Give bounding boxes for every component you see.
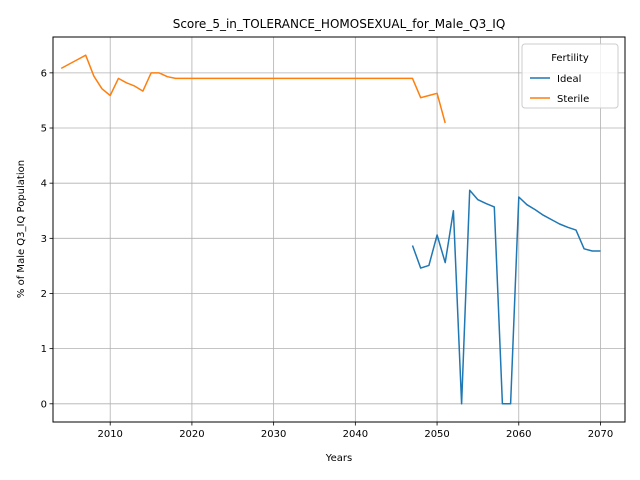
series-lines	[60, 54, 601, 405]
x-axis-label: Years	[325, 453, 352, 464]
y-tick-label: 1	[41, 344, 47, 355]
x-tick-label: 2060	[506, 429, 531, 440]
y-tick-label: 2	[41, 289, 47, 300]
x-tick-label: 2010	[97, 429, 122, 440]
chart-title: Score_5_in_TOLERANCE_HOMOSEXUAL_for_Male…	[173, 17, 506, 31]
axis-ticks: 2010 2020 2030 2040 2050 2060 2070 0 1 2 3 4 5 6	[41, 68, 614, 440]
y-tick-label: 6	[41, 68, 47, 79]
legend-label-sterile: Sterile	[557, 94, 589, 105]
plot-frame	[52, 36, 626, 423]
x-tick-label: 2030	[261, 429, 286, 440]
y-tick-label: 5	[41, 124, 47, 135]
grid	[53, 37, 625, 422]
series-line-ideal	[411, 189, 601, 405]
y-tick-label: 4	[41, 179, 47, 190]
legend-title: Fertility	[551, 53, 589, 64]
x-tick-label: 2040	[343, 429, 368, 440]
y-tick-label: 3	[41, 234, 47, 245]
x-tick-label: 2020	[179, 429, 204, 440]
legend-box	[521, 43, 619, 109]
y-axis-label: % of Male Q3_IQ Population	[16, 160, 27, 298]
legend: Fertility Ideal Sterile	[521, 43, 619, 109]
y-tick-label: 0	[41, 399, 47, 410]
series-line-sterile	[60, 54, 446, 124]
x-tick-label: 2070	[588, 429, 613, 440]
x-tick-label: 2050	[424, 429, 449, 440]
legend-label-ideal: Ideal	[557, 74, 581, 85]
